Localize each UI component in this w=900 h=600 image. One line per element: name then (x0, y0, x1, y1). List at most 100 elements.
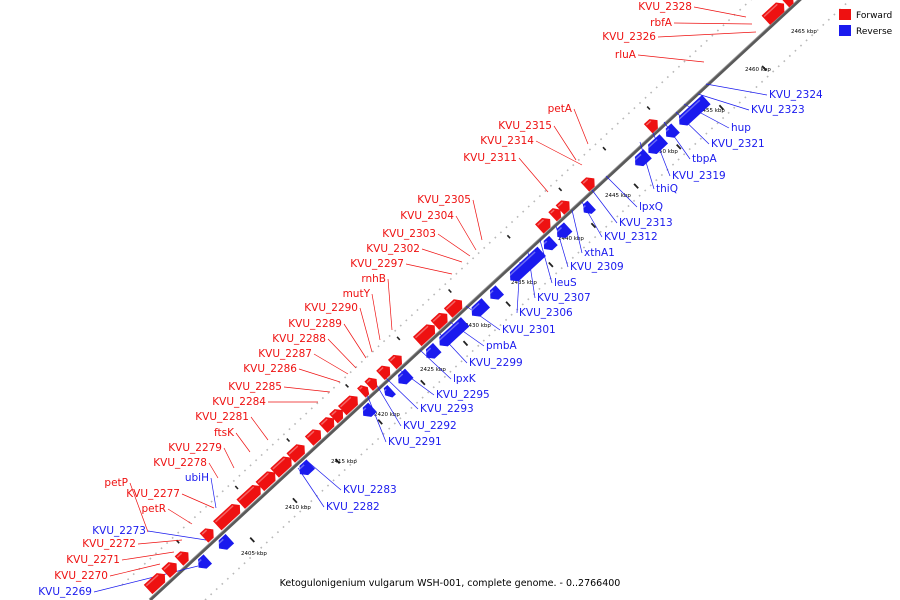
forward-gene[interactable] (412, 324, 436, 347)
gene-label-kvu_2277[interactable]: KVU_2277 (126, 488, 180, 500)
gene-label-tbpa[interactable]: tbpA (692, 153, 717, 165)
gene-label-kvu_2291[interactable]: KVU_2291 (388, 436, 442, 448)
forward-gene[interactable] (364, 377, 378, 391)
forward-gene[interactable] (329, 409, 344, 424)
gene-label-kvu_2306[interactable]: KVU_2306 (519, 307, 573, 319)
gene-label-kvu_2290[interactable]: KVU_2290 (304, 302, 358, 314)
gene-label-xtha1[interactable]: xthA1 (584, 247, 615, 259)
forward-gene[interactable] (761, 2, 785, 25)
reverse-gene[interactable] (424, 342, 442, 359)
forward-gene[interactable] (212, 503, 241, 531)
gene-label-rnhb[interactable]: rnhB (361, 273, 386, 285)
gene-label-kvu_2328[interactable]: KVU_2328 (638, 1, 692, 13)
gene-label-kvu_2292[interactable]: KVU_2292 (403, 420, 457, 432)
gene-label-kvu_2311[interactable]: KVU_2311 (463, 152, 517, 164)
forward-gene[interactable] (143, 573, 166, 595)
gene-label-kvu_2299[interactable]: KVU_2299 (469, 357, 523, 369)
gene-label-kvu_2302[interactable]: KVU_2302 (366, 243, 420, 255)
reverse-gene[interactable] (677, 94, 711, 126)
gene-label-lpxk[interactable]: lpxK (453, 373, 477, 385)
gene-label-kvu_2303[interactable]: KVU_2303 (382, 228, 436, 240)
reverse-gene[interactable] (196, 554, 213, 569)
gene-label-kvu_2293[interactable]: KVU_2293 (420, 403, 474, 415)
reverse-gene[interactable] (216, 533, 235, 550)
gene-label-kvu_2313[interactable]: KVU_2313 (619, 217, 673, 229)
reverse-gene[interactable] (555, 222, 573, 239)
gene-label-kvu_2271[interactable]: KVU_2271 (66, 554, 120, 566)
reverse-gene[interactable] (488, 285, 505, 300)
gene-label-kvu_2319[interactable]: KVU_2319 (672, 170, 726, 182)
forward-gene[interactable] (161, 562, 177, 578)
gene-label-kvu_2273[interactable]: KVU_2273 (92, 525, 146, 537)
forward-gene[interactable] (337, 395, 358, 416)
reverse-gene[interactable] (469, 298, 491, 317)
forward-gene[interactable] (174, 551, 189, 566)
forward-gene[interactable] (548, 208, 562, 222)
gene-label-ftsk[interactable]: ftsK (214, 427, 235, 439)
forward-gene[interactable] (387, 354, 403, 370)
forward-gene[interactable] (304, 429, 322, 446)
gene-label-kvu_2285[interactable]: KVU_2285 (228, 381, 282, 393)
reverse-gene[interactable] (663, 123, 680, 138)
gene-label-rbfa[interactable]: rbfA (650, 17, 673, 29)
forward-gene[interactable] (376, 365, 391, 381)
gene-label-kvu_2283[interactable]: KVU_2283 (343, 484, 397, 496)
reverse-gene[interactable] (383, 384, 396, 398)
forward-gene[interactable] (236, 484, 261, 509)
forward-gene[interactable] (643, 119, 658, 134)
gene-label-kvu_2324[interactable]: KVU_2324 (769, 89, 823, 101)
gene-label-kvu_2323[interactable]: KVU_2323 (751, 104, 805, 116)
reverse-gene[interactable] (360, 402, 377, 417)
gene-label-rlua[interactable]: rluA (615, 49, 637, 61)
reverse-gene[interactable] (581, 200, 596, 214)
forward-gene[interactable] (430, 312, 448, 330)
gene-label-kvu_2304[interactable]: KVU_2304 (400, 210, 454, 222)
gene-label-kvu_2288[interactable]: KVU_2288 (272, 333, 326, 345)
reverse-gene[interactable] (508, 246, 546, 282)
reverse-gene[interactable] (633, 149, 652, 167)
gene-label-kvu_2321[interactable]: KVU_2321 (711, 138, 765, 150)
forward-gene[interactable] (535, 217, 551, 234)
forward-gene[interactable] (255, 471, 276, 492)
forward-gene[interactable] (286, 444, 305, 463)
forward-gene[interactable] (781, 0, 794, 8)
reverse-gene[interactable] (541, 235, 558, 251)
gene-label-kvu_2326[interactable]: KVU_2326 (602, 31, 656, 43)
gene-label-thiq[interactable]: thiQ (656, 183, 678, 195)
reverse-gene[interactable] (396, 368, 414, 385)
forward-gene[interactable] (199, 528, 214, 543)
forward-gene[interactable] (318, 417, 335, 433)
gene-label-kvu_2305[interactable]: KVU_2305 (417, 194, 471, 206)
gene-label-kvu_2312[interactable]: KVU_2312 (604, 231, 658, 243)
gene-label-hup[interactable]: hup (731, 122, 751, 134)
gene-label-peta[interactable]: petA (548, 103, 573, 115)
gene-label-kvu_2284[interactable]: KVU_2284 (212, 396, 266, 408)
forward-gene[interactable] (580, 177, 595, 192)
gene-label-kvu_2272[interactable]: KVU_2272 (82, 538, 136, 550)
gene-label-pmba[interactable]: pmbA (486, 340, 518, 352)
gene-label-petp[interactable]: petP (104, 477, 128, 489)
gene-label-kvu_2281[interactable]: KVU_2281 (195, 411, 249, 423)
forward-gene[interactable] (555, 200, 570, 215)
gene-label-kvu_2279[interactable]: KVU_2279 (168, 442, 222, 454)
gene-label-ubih[interactable]: ubiH (185, 472, 209, 484)
gene-label-kvu_2289[interactable]: KVU_2289 (288, 318, 342, 330)
reverse-gene[interactable] (297, 459, 316, 476)
gene-label-kvu_2269[interactable]: KVU_2269 (38, 586, 92, 598)
reverse-gene[interactable] (437, 317, 470, 347)
gene-label-kvu_2301[interactable]: KVU_2301 (502, 324, 556, 336)
gene-label-leus[interactable]: leuS (554, 277, 577, 289)
forward-gene[interactable] (270, 456, 292, 478)
gene-label-kvu_2270[interactable]: KVU_2270 (54, 570, 108, 582)
gene-label-kvu_2287[interactable]: KVU_2287 (258, 348, 312, 360)
reverse-gene[interactable] (646, 134, 669, 155)
gene-label-kvu_2278[interactable]: KVU_2278 (153, 457, 207, 469)
gene-label-muty[interactable]: mutY (343, 288, 371, 300)
gene-label-kvu_2314[interactable]: KVU_2314 (480, 135, 534, 147)
gene-label-kvu_2315[interactable]: KVU_2315 (498, 120, 552, 132)
gene-label-petr[interactable]: petR (141, 503, 166, 515)
forward-gene[interactable] (357, 385, 370, 398)
forward-gene[interactable] (443, 299, 463, 318)
gene-label-kvu_2309[interactable]: KVU_2309 (570, 261, 624, 273)
gene-label-kvu_2307[interactable]: KVU_2307 (537, 292, 591, 304)
